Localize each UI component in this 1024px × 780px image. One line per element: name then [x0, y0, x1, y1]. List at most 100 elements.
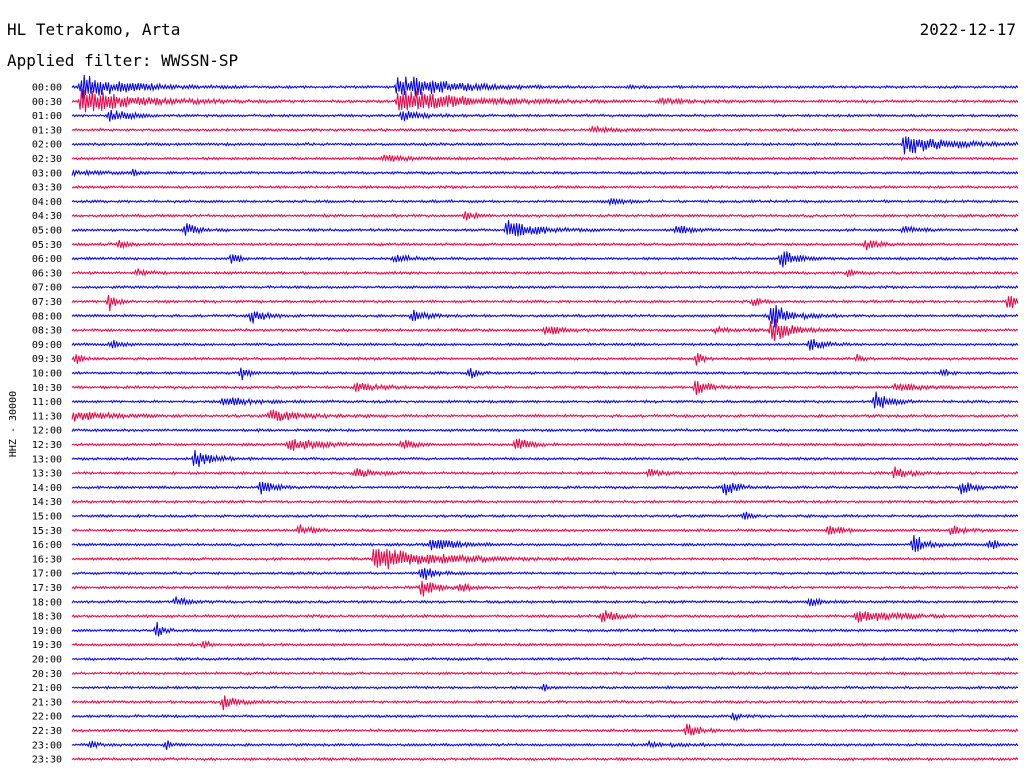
trace-line — [71, 621, 1019, 637]
trace-line — [71, 168, 1019, 178]
tick-label: 22:30 — [32, 726, 62, 737]
trace-line — [71, 656, 1019, 662]
tick-label: 14:30 — [32, 497, 62, 508]
tick-label: 16:30 — [32, 554, 62, 565]
date-label: 2022-12-17 — [919, 20, 1016, 39]
tick-label: 17:00 — [32, 569, 62, 580]
tick-label: 09:30 — [32, 354, 62, 365]
tick-label: 06:30 — [32, 268, 62, 279]
tick-label: 18:30 — [32, 612, 62, 623]
tick-label: 05:30 — [32, 240, 62, 251]
tick-label: 19:00 — [32, 626, 62, 637]
trace-line — [71, 756, 1019, 762]
trace-line — [71, 670, 1019, 676]
tick-label: 00:00 — [32, 83, 62, 94]
trace-line — [71, 723, 1019, 736]
tick-label: 09:00 — [32, 340, 62, 351]
tick-label: 12:00 — [32, 426, 62, 437]
tick-label: 19:30 — [32, 640, 62, 651]
trace-line — [71, 596, 1019, 607]
tick-label: 03:30 — [32, 183, 62, 194]
traces — [71, 74, 1019, 762]
trace-line — [71, 481, 1019, 496]
tick-label: 04:00 — [32, 197, 62, 208]
tick-label: 08:30 — [32, 326, 62, 337]
station-title: HL Tetrakomo, Arta — [7, 20, 181, 39]
trace-line — [71, 511, 1019, 521]
trace-line — [71, 251, 1019, 268]
trace-line — [71, 136, 1019, 155]
tick-label: 11:00 — [32, 397, 62, 408]
tick-label: 23:00 — [32, 740, 62, 751]
tick-label: 20:30 — [32, 669, 62, 680]
trace-line — [71, 268, 1019, 278]
tick-label: 13:00 — [32, 454, 62, 465]
trace-line — [71, 499, 1019, 505]
tick-label: 16:00 — [32, 540, 62, 551]
trace-line — [71, 391, 1019, 409]
filter-label: Applied filter: WWSSN-SP — [7, 51, 239, 70]
trace-line — [71, 449, 1019, 468]
trace-line — [71, 220, 1019, 237]
tick-label: 22:00 — [32, 712, 62, 723]
tick-label: 15:30 — [32, 526, 62, 537]
tick-label: 21:00 — [32, 683, 62, 694]
tick-label: 04:30 — [32, 211, 62, 222]
trace-line — [71, 548, 1019, 570]
trace-line — [71, 284, 1019, 290]
trace-line — [71, 580, 1019, 597]
tick-label: 15:00 — [32, 512, 62, 523]
tick-label: 20:00 — [32, 655, 62, 666]
tick-label: 18:00 — [32, 597, 62, 608]
trace-line — [71, 712, 1019, 722]
tick-label: 12:30 — [32, 440, 62, 451]
tick-label: 02:30 — [32, 154, 62, 165]
tick-label: 01:30 — [32, 125, 62, 136]
trace-line — [71, 124, 1019, 134]
tick-label: 13:30 — [32, 469, 62, 480]
tick-label: 01:00 — [32, 111, 62, 122]
trace-line — [71, 524, 1019, 535]
tick-label: 17:30 — [32, 583, 62, 594]
trace-line — [71, 438, 1019, 451]
trace-line — [71, 683, 1019, 692]
trace-line — [71, 466, 1019, 479]
tick-label: 10:00 — [32, 369, 62, 380]
time-ticks: 00:00 00:30 01:00 01:30 02:00 02:30 03:00 03:30… — [32, 83, 62, 766]
tick-label: 06:00 — [32, 254, 62, 265]
trace-line — [71, 639, 1019, 649]
tick-label: 11:30 — [32, 411, 62, 422]
trace-line — [71, 211, 1019, 221]
trace-line — [71, 380, 1019, 395]
tick-label: 14:00 — [32, 483, 62, 494]
trace-line — [71, 427, 1019, 433]
trace-line — [71, 367, 1019, 381]
trace-line — [71, 409, 1019, 422]
trace-line — [71, 184, 1019, 190]
trace-line — [71, 567, 1019, 581]
trace-line — [71, 304, 1019, 328]
trace-line — [71, 695, 1019, 711]
channel-label: HHZ - 30000 — [8, 391, 19, 457]
tick-label: 07:30 — [32, 297, 62, 308]
tick-label: 08:00 — [32, 311, 62, 322]
tick-label: 21:30 — [32, 697, 62, 708]
trace-line — [71, 338, 1019, 351]
tick-label: 23:30 — [32, 755, 62, 766]
trace-line — [71, 352, 1019, 366]
tick-label: 02:00 — [32, 140, 62, 151]
tick-label: 05:00 — [32, 226, 62, 237]
trace-line — [71, 319, 1019, 342]
trace-line — [71, 239, 1019, 251]
trace-line — [71, 154, 1019, 163]
trace-line — [71, 294, 1019, 312]
tick-label: 03:00 — [32, 168, 62, 179]
trace-line — [71, 109, 1019, 122]
trace-line — [71, 610, 1019, 623]
tick-label: 07:00 — [32, 283, 62, 294]
trace-line — [71, 197, 1019, 207]
tick-label: 00:30 — [32, 97, 62, 108]
trace-line — [71, 739, 1019, 750]
trace-line — [71, 88, 1019, 113]
